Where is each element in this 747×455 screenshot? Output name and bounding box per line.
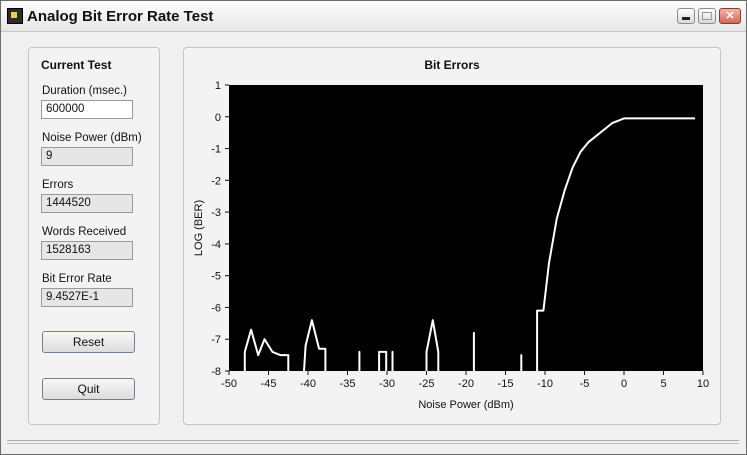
x-tick-label: -40 bbox=[300, 378, 316, 390]
status-bar bbox=[7, 443, 739, 450]
y-tick-label: -1 bbox=[211, 144, 221, 156]
y-tick-label: -8 bbox=[211, 366, 221, 378]
x-tick-label: -45 bbox=[261, 378, 277, 390]
y-tick-label: -7 bbox=[211, 334, 221, 346]
x-tick-label: -15 bbox=[498, 378, 514, 390]
quit-button[interactable]: Quit bbox=[42, 378, 135, 400]
current-test-heading: Current Test bbox=[41, 58, 112, 72]
y-tick-label: -3 bbox=[211, 207, 221, 219]
x-tick-label: 10 bbox=[697, 378, 709, 390]
noise-power-field: 9 bbox=[41, 147, 133, 166]
ber-series-line bbox=[303, 319, 327, 372]
bit-error-rate-field: 9.4527E-1 bbox=[41, 288, 133, 307]
title-bar[interactable]: Analog Bit Error Rate Test bbox=[1, 1, 746, 32]
reset-button[interactable]: Reset bbox=[42, 331, 135, 353]
app-icon bbox=[7, 8, 23, 24]
duration-input[interactable]: 600000 bbox=[41, 100, 133, 119]
x-tick-label: -35 bbox=[340, 378, 356, 390]
x-tick-label: -25 bbox=[419, 378, 435, 390]
y-tick-label: 0 bbox=[215, 112, 221, 124]
current-test-panel: Current Test Duration (msec.) 600000 Noi… bbox=[28, 47, 160, 425]
chart-title: Bit Errors bbox=[424, 58, 480, 72]
errors-field: 1444520 bbox=[41, 194, 133, 213]
y-tick-label: -2 bbox=[211, 175, 221, 187]
x-tick-label: 5 bbox=[660, 378, 666, 390]
x-tick-label: -30 bbox=[379, 378, 395, 390]
ber-series-line bbox=[536, 117, 696, 371]
bit-errors-panel: Bit Errors -50 -45 -40 -35 -30 -25 -20 -15 -10 -5… bbox=[183, 47, 721, 425]
bit-error-rate-label: Bit Error Rate bbox=[42, 273, 112, 285]
words-received-label: Words Received bbox=[42, 226, 127, 238]
duration-label: Duration (msec.) bbox=[42, 85, 127, 97]
y-tick-label: -5 bbox=[211, 271, 221, 283]
y-axis-label: LOG (BER) bbox=[193, 200, 205, 256]
y-tick-label: -4 bbox=[211, 239, 221, 251]
words-received-field: 1528163 bbox=[41, 241, 133, 260]
window-title: Analog Bit Error Rate Test bbox=[27, 8, 214, 25]
bit-errors-chart: -50 -45 -40 -35 -30 -25 -20 -15 -10 -5 0 5 1010-1-2-… bbox=[193, 80, 709, 411]
x-tick-label: -50 bbox=[221, 378, 237, 390]
maximize-button[interactable] bbox=[698, 8, 716, 24]
y-tick-label: -6 bbox=[211, 302, 221, 314]
ber-series-line bbox=[425, 319, 440, 371]
x-tick-label: 0 bbox=[621, 378, 627, 390]
x-axis-label: Noise Power (dBm) bbox=[418, 399, 513, 411]
ber-series-line bbox=[243, 328, 290, 371]
x-tick-label: -5 bbox=[580, 378, 590, 390]
x-tick-label: -20 bbox=[458, 378, 474, 390]
close-button[interactable] bbox=[719, 8, 741, 24]
errors-label: Errors bbox=[42, 179, 74, 191]
x-tick-label: -10 bbox=[537, 378, 553, 390]
minimize-button[interactable] bbox=[677, 8, 695, 24]
plot-area bbox=[229, 85, 703, 371]
noise-power-label: Noise Power (dBm) bbox=[42, 132, 142, 144]
ber-series-line bbox=[378, 350, 388, 371]
y-tick-label: 1 bbox=[215, 80, 221, 92]
